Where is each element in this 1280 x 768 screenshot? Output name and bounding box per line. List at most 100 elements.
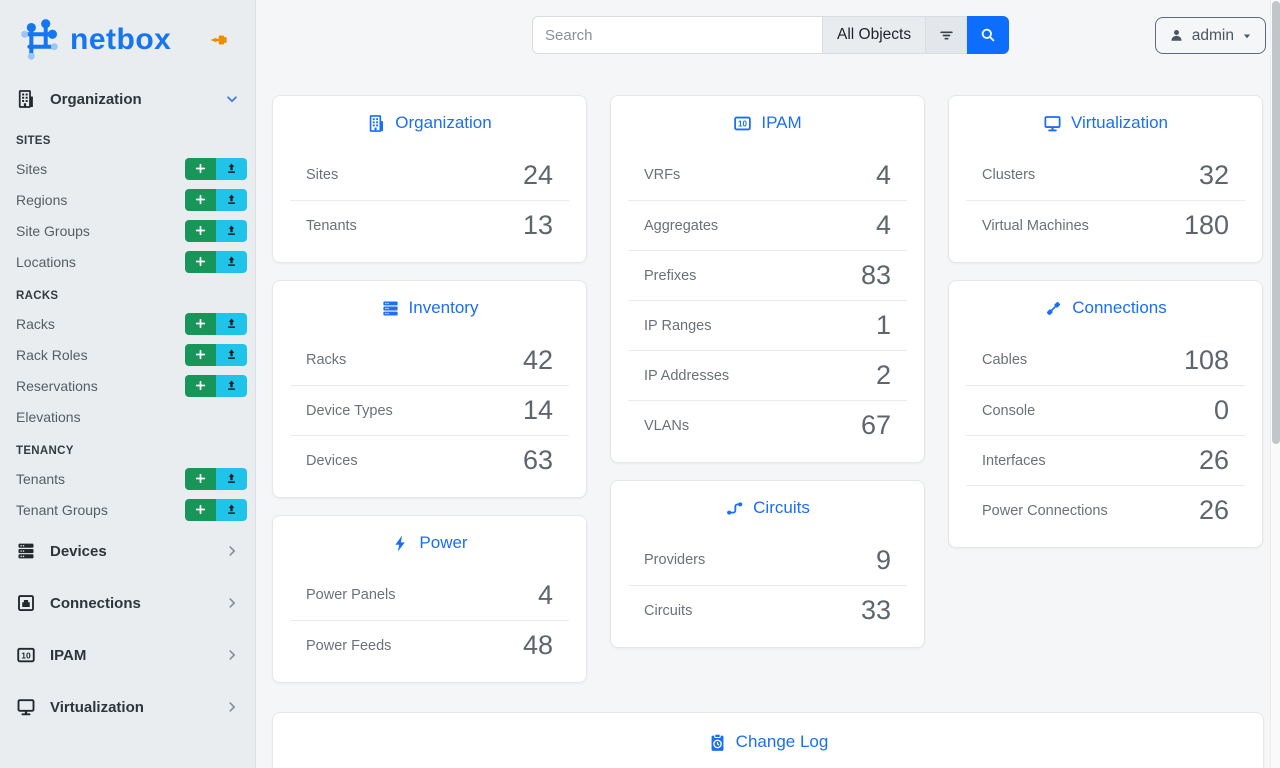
stat-label-power-panels[interactable]: Power Panels xyxy=(306,587,396,603)
stat-label-tenants[interactable]: Tenants xyxy=(306,217,357,234)
stat-label-circuits[interactable]: Circuits xyxy=(644,602,693,619)
sidebar-group-ipam[interactable]: 10 IPAM xyxy=(0,629,255,681)
sidebar-item-tenant-groups[interactable]: Tenant Groups xyxy=(0,494,255,525)
stat-label-racks[interactable]: Racks xyxy=(306,352,347,368)
card-title-organization: Organization xyxy=(273,96,586,150)
search-input[interactable] xyxy=(532,16,822,54)
sidebar-item-regions[interactable]: Regions xyxy=(0,184,255,215)
server-icon xyxy=(16,541,36,561)
stat-label-console[interactable]: Console xyxy=(982,402,1036,419)
add-sites-button[interactable] xyxy=(185,157,216,180)
import-regions-button[interactable] xyxy=(216,188,247,211)
import-racks-button[interactable] xyxy=(216,312,247,335)
import-tenant-groups-button[interactable] xyxy=(216,498,247,521)
stat-value-providers[interactable]: 9 xyxy=(875,544,891,575)
stat-value-circuits[interactable]: 33 xyxy=(860,595,891,625)
stat-value-vlans[interactable]: 67 xyxy=(860,410,891,440)
stat-row-cables: Cables 108 xyxy=(966,335,1245,385)
stat-label-power-connections[interactable]: Power Connections xyxy=(982,502,1108,519)
add-rack-roles-button[interactable] xyxy=(185,343,216,366)
stat-label-clusters[interactable]: Clusters xyxy=(982,167,1036,183)
stat-value-sites[interactable]: 24 xyxy=(522,159,553,190)
sidebar-group-organization[interactable]: Organization xyxy=(0,76,255,122)
stat-label-power-feeds[interactable]: Power Feeds xyxy=(306,637,392,654)
stat-value-racks[interactable]: 42 xyxy=(522,344,553,375)
netbox-logo-icon[interactable] xyxy=(16,17,62,63)
sidebar-group-connections[interactable]: Connections xyxy=(0,577,255,629)
sidebar-item-tenants[interactable]: Tenants xyxy=(0,463,255,494)
stat-value-aggregates[interactable]: 4 xyxy=(875,210,891,240)
stat-row-vrfs: VRFs 4 xyxy=(628,150,907,200)
stat-label-device-types[interactable]: Device Types xyxy=(306,402,393,419)
import-reservations-button[interactable] xyxy=(216,374,247,397)
stat-value-prefixes[interactable]: 83 xyxy=(860,260,891,290)
stat-label-providers[interactable]: Providers xyxy=(644,552,706,568)
stat-label-virtual-machines[interactable]: Virtual Machines xyxy=(982,217,1089,234)
stat-label-prefixes[interactable]: Prefixes xyxy=(644,267,697,284)
bolt-icon xyxy=(391,534,410,553)
stat-value-vrfs[interactable]: 4 xyxy=(875,159,891,190)
add-locations-button[interactable] xyxy=(185,250,216,273)
stat-value-ip-ranges[interactable]: 1 xyxy=(875,310,891,340)
stat-value-tenants[interactable]: 13 xyxy=(522,210,553,240)
sidebar-item-site-groups[interactable]: Site Groups xyxy=(0,215,255,246)
import-tenants-button[interactable] xyxy=(216,467,247,490)
user-menu-button[interactable]: admin xyxy=(1154,17,1266,54)
sidebar-group-label: Organization xyxy=(50,90,142,108)
stat-value-console[interactable]: 0 xyxy=(1213,395,1229,425)
stat-label-ip-addresses[interactable]: IP Addresses xyxy=(644,367,730,384)
stat-value-device-types[interactable]: 14 xyxy=(522,395,553,425)
scrollbar-thumb[interactable] xyxy=(1272,1,1280,444)
upload-icon xyxy=(225,255,238,268)
stat-label-sites[interactable]: Sites xyxy=(306,167,339,183)
stat-value-cables[interactable]: 108 xyxy=(1183,344,1229,375)
stat-value-clusters[interactable]: 32 xyxy=(1198,159,1229,190)
add-tenant-groups-button[interactable] xyxy=(185,498,216,521)
stat-value-interfaces[interactable]: 26 xyxy=(1198,445,1229,475)
stat-value-ip-addresses[interactable]: 2 xyxy=(875,360,891,390)
sidebar-group-devices[interactable]: Devices xyxy=(0,525,255,577)
stat-label-devices[interactable]: Devices xyxy=(306,452,358,469)
import-sites-button[interactable] xyxy=(216,157,247,180)
caret-down-icon xyxy=(1242,31,1252,41)
add-site-groups-button[interactable] xyxy=(185,219,216,242)
sidebar-item-locations[interactable]: Locations xyxy=(0,246,255,277)
search-submit-button[interactable] xyxy=(967,16,1010,54)
import-rack-roles-button[interactable] xyxy=(216,343,247,366)
stat-label-cables[interactable]: Cables xyxy=(982,352,1028,368)
stat-label-aggregates[interactable]: Aggregates xyxy=(644,217,719,234)
sidebar-item-elevations[interactable]: Elevations xyxy=(0,401,255,432)
sidebar-section-sites: SITES xyxy=(16,135,51,147)
chevron-down-icon xyxy=(225,92,239,106)
sidebar-group-virtualization[interactable]: Virtualization xyxy=(0,681,255,733)
sidebar-nav: Organization SITES Sites Regions Site Groups… xyxy=(0,76,255,733)
stat-label-vrfs[interactable]: VRFs xyxy=(644,167,681,183)
stat-value-power-panels[interactable]: 4 xyxy=(537,579,553,610)
import-locations-button[interactable] xyxy=(216,250,247,273)
search-scope-button[interactable]: All Objects xyxy=(822,16,926,54)
sidebar-item-reservations[interactable]: Reservations xyxy=(0,370,255,401)
add-racks-button[interactable] xyxy=(185,312,216,335)
search-filter-button[interactable] xyxy=(925,16,968,54)
card-title-label: Change Log xyxy=(735,732,829,751)
add-reservations-button[interactable] xyxy=(185,374,216,397)
stat-label-ip-ranges[interactable]: IP Ranges xyxy=(644,317,712,334)
add-regions-button[interactable] xyxy=(185,188,216,211)
stat-value-virtual-machines[interactable]: 180 xyxy=(1183,210,1229,240)
sidebar-item-racks[interactable]: Racks xyxy=(0,308,255,339)
stat-value-devices[interactable]: 63 xyxy=(522,445,553,475)
card-stats: Racks 42 Device Types 14 Devices 63 xyxy=(273,335,586,485)
stat-label-interfaces[interactable]: Interfaces xyxy=(982,452,1046,469)
scrollbar-track[interactable] xyxy=(1270,0,1280,768)
stat-label-vlans[interactable]: VLANs xyxy=(644,417,690,434)
import-site-groups-button[interactable] xyxy=(216,219,247,242)
stat-value-power-feeds[interactable]: 48 xyxy=(522,630,553,660)
sidebar-item-rack-roles[interactable]: Rack Roles xyxy=(0,339,255,370)
stat-value-power-connections[interactable]: 26 xyxy=(1198,495,1229,525)
card-stats: Sites 24 Tenants 13 xyxy=(273,150,586,250)
pin-sidebar-icon[interactable] xyxy=(209,30,229,50)
upload-icon xyxy=(225,503,238,516)
brand-name[interactable]: netbox xyxy=(70,23,172,56)
add-tenants-button[interactable] xyxy=(185,467,216,490)
sidebar-item-sites[interactable]: Sites xyxy=(0,153,255,184)
